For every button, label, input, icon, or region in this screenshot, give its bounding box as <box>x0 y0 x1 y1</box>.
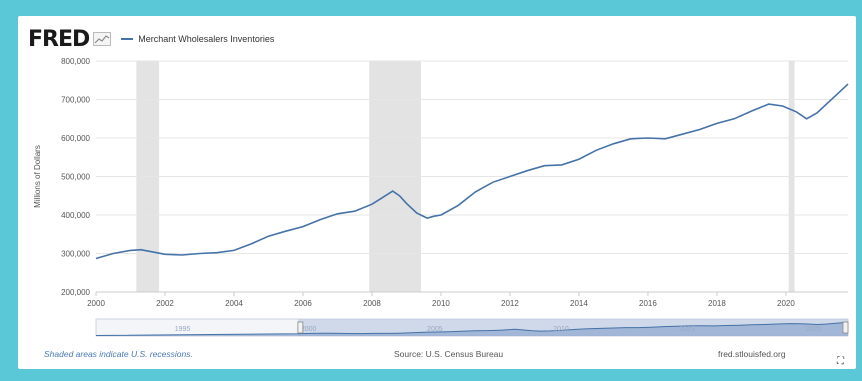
y-tick-label: 800,000 <box>61 57 90 66</box>
x-tick-label: 2002 <box>156 299 174 308</box>
y-tick-label: 500,000 <box>61 173 90 182</box>
y-tick-label: 700,000 <box>61 96 90 105</box>
navigator-tick-label: 2015 <box>679 326 695 333</box>
navigator-tick-label: 2005 <box>427 326 443 333</box>
source-text: Source: U.S. Census Bureau <box>394 349 504 359</box>
x-tick-label: 2016 <box>639 299 657 308</box>
x-tick-label: 2006 <box>294 299 312 308</box>
fred-logo[interactable]: FRED <box>28 26 90 52</box>
x-tick-label: 2008 <box>363 299 381 308</box>
series-line[interactable] <box>95 83 849 260</box>
navigator-area <box>96 322 848 336</box>
recession-note: Shaded areas indicate U.S. recessions. <box>44 349 193 359</box>
x-tick-label: 2000 <box>87 299 105 308</box>
y-tick-label: 300,000 <box>61 250 90 259</box>
x-tick-label: 2018 <box>708 299 726 308</box>
navigator-line <box>95 321 849 336</box>
navigator-handle-right[interactable] <box>842 321 849 334</box>
y-tick-label: 600,000 <box>61 134 90 143</box>
site-link[interactable]: fred.stlouisfed.org <box>718 349 786 359</box>
x-tick-label: 2004 <box>225 299 243 308</box>
y-tick-label: 200,000 <box>61 288 90 297</box>
navigator-tick-label: 2000 <box>301 326 317 333</box>
navigator-tick-label: 2010 <box>553 326 569 333</box>
chart-legend: Merchant Wholesalers Inventories <box>121 34 274 44</box>
y-axis-label: Millions of Dollars <box>33 145 42 208</box>
chart-header: FRED Merchant Wholesalers Inventories <box>28 26 274 52</box>
navigator-tick-label: 2020 <box>806 326 822 333</box>
navigator-handle-left[interactable] <box>297 321 304 334</box>
navigator-track <box>95 318 849 337</box>
chart-logo-icon <box>93 32 112 46</box>
line-chart[interactable]: 200,000 300,000 400,000 500,000 600,000 700,0… <box>18 16 856 316</box>
x-tick-label: 2014 <box>570 299 588 308</box>
legend-label: Merchant Wholesalers Inventories <box>138 34 275 44</box>
fullscreen-icon[interactable]: ⛶ <box>837 356 844 367</box>
legend-swatch <box>121 38 134 40</box>
y-tick-label: 400,000 <box>61 211 90 220</box>
navigator-selection[interactable] <box>297 319 849 336</box>
navigator-tick-label: 1995 <box>175 326 191 333</box>
x-tick-label: 2010 <box>432 299 450 308</box>
chart-card: FRED Merchant Wholesalers Inventories 20… <box>18 16 856 369</box>
x-tick-label: 2012 <box>501 299 519 308</box>
x-tick-label: 2020 <box>777 299 795 308</box>
